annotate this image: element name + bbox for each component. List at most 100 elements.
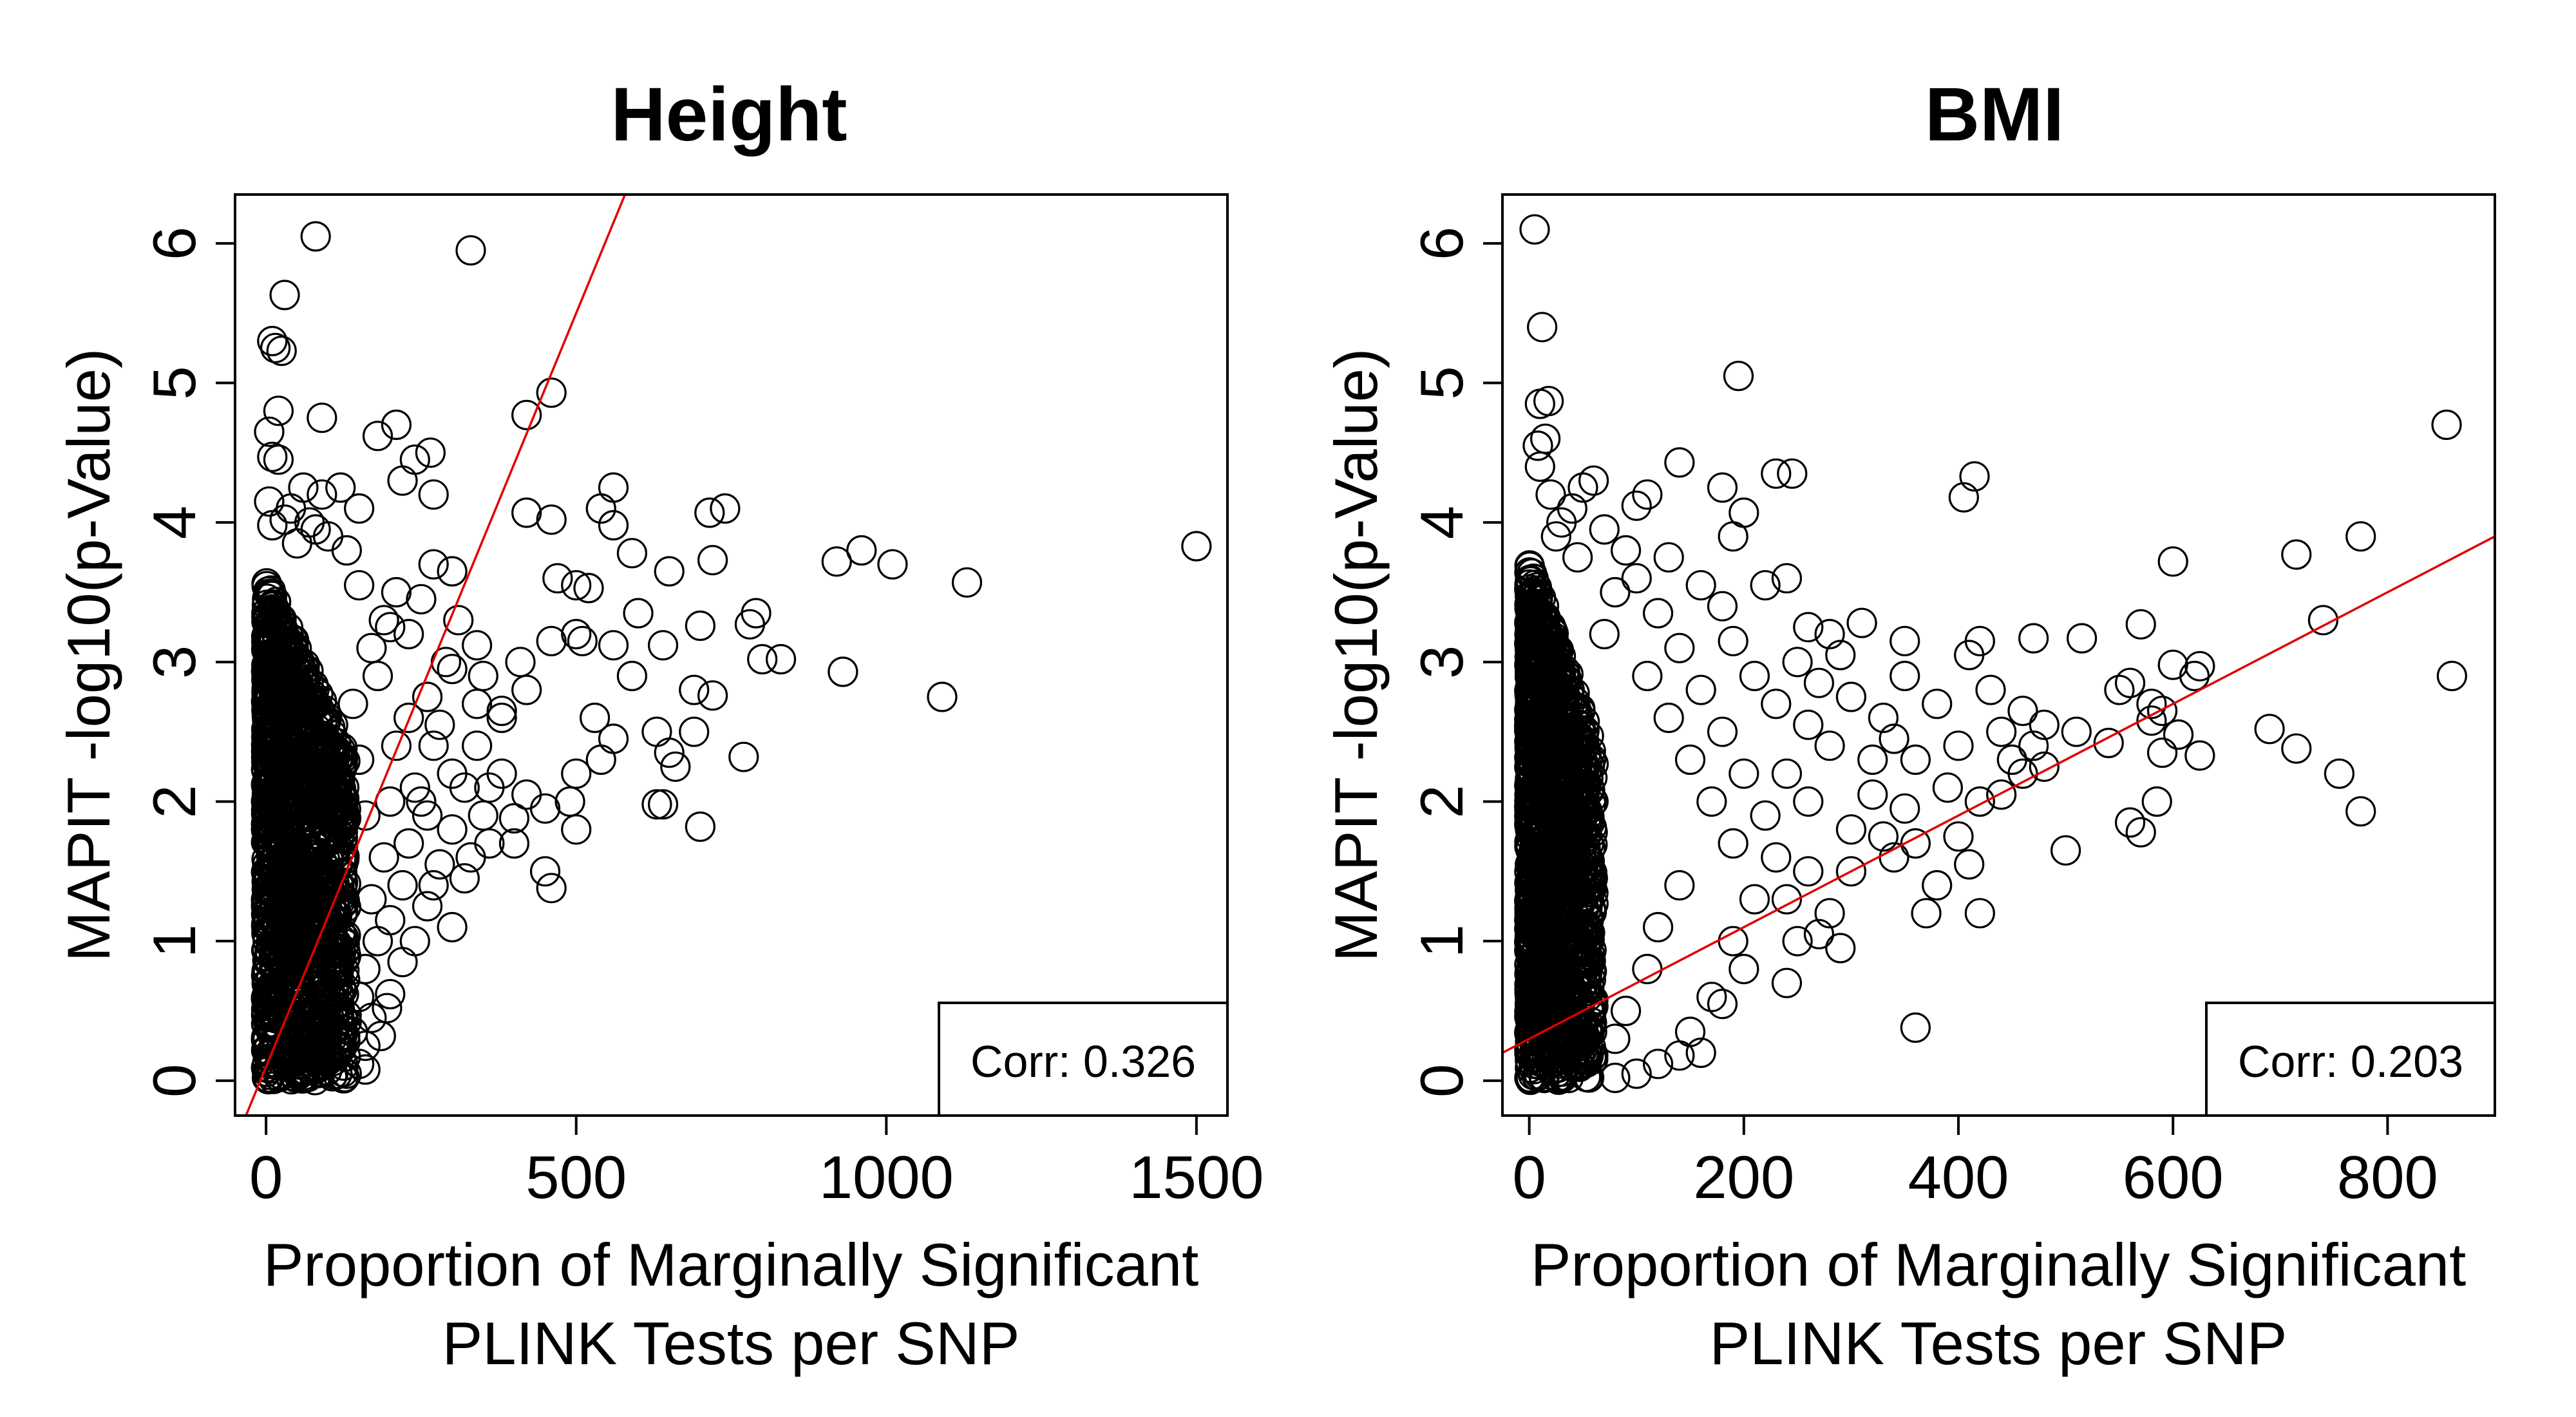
bmi-cluster-point [1557, 791, 1588, 822]
height-cluster-point [314, 759, 345, 790]
height-cluster-point [252, 811, 283, 842]
bmi-data-point [1642, 598, 1674, 629]
bmi-cluster-point [1574, 971, 1605, 1002]
bmi-data-point [1835, 681, 1867, 712]
bmi-data-point [1567, 472, 1598, 503]
height-data-point [307, 403, 337, 433]
height-data-point [616, 660, 648, 692]
height-data-point [697, 545, 728, 576]
height-data-point [679, 716, 710, 747]
height-y-label: MAPIT -log10(p-Value) [55, 348, 122, 962]
height-data-point [418, 870, 449, 901]
height-data-point [418, 730, 449, 761]
height-cluster-point [280, 795, 311, 826]
height-data-point [585, 493, 616, 524]
bmi-data-point [1835, 856, 1867, 887]
bmi-data-point [1707, 591, 1738, 622]
height-cluster-point [328, 1057, 359, 1088]
height-data-point [877, 549, 908, 580]
bmi-data-point [1900, 828, 1931, 859]
height-cluster-point [276, 833, 307, 864]
bmi-data-point [1803, 918, 1835, 949]
height-data-point [412, 800, 443, 831]
bmi-data-point [2050, 835, 2081, 866]
height-data-point [561, 814, 592, 845]
bmi-data-point [1889, 625, 1920, 656]
bmi-cluster-point [1554, 674, 1585, 705]
height-cluster-point [252, 820, 283, 851]
height-cluster-point [307, 831, 337, 862]
bmi-data-point [1674, 1016, 1706, 1047]
height-cluster-point [257, 741, 288, 772]
bmi-data-point [2254, 714, 2285, 745]
bmi-data-point [2104, 674, 2135, 705]
height-cluster-point [252, 685, 283, 716]
height-cluster-point [293, 666, 324, 697]
height-data-point [393, 618, 424, 650]
height-data-point [362, 660, 393, 692]
height-data-point [381, 576, 412, 608]
height-data-point [337, 689, 368, 719]
bmi-cluster-point [1577, 1007, 1607, 1038]
bmi-cluster-point [1532, 924, 1563, 955]
height-data-point [443, 605, 474, 636]
height-cluster-point [265, 865, 296, 896]
height-cluster-point [251, 735, 282, 766]
bmi-data-point [1857, 779, 1888, 810]
bmi-x-tick-label: 800 [2337, 1143, 2438, 1211]
height-data-point [393, 828, 424, 859]
bmi-data-point [2114, 667, 2146, 698]
bmi-data-point [2136, 689, 2167, 719]
height-data-point [437, 654, 468, 685]
height-data-point [266, 336, 297, 366]
bmi-data-point [1911, 898, 1942, 929]
height-data-point [344, 982, 375, 1013]
bmi-corr-label: Corr: 0.203 [2238, 1036, 2463, 1087]
height-data-point [468, 660, 498, 692]
bmi-data-point [1664, 632, 1695, 663]
height-data-point [344, 570, 375, 601]
bmi-y-tick-label: 4 [1408, 506, 1475, 539]
height-data-point [418, 479, 449, 510]
bmi-data-point [1642, 1049, 1674, 1079]
bmi-cluster-point [1557, 807, 1587, 838]
bmi-data-point [1519, 214, 1550, 245]
height-data-point [647, 789, 679, 820]
bmi-data-point [1728, 953, 1759, 985]
bmi-data-point [1814, 730, 1845, 761]
height-data-point [846, 535, 877, 566]
height-data-point [474, 772, 505, 803]
bmi-data-point [2061, 716, 2092, 747]
bmi-cluster-point [1516, 955, 1547, 985]
height-points [251, 221, 1212, 1096]
bmi-data-point [2345, 796, 2376, 827]
bmi-data-point [1578, 465, 1609, 496]
height-data-point [580, 702, 611, 734]
bmi-cluster-point [1526, 762, 1557, 793]
height-x-label-line1: Proportion of Marginally Significant [263, 1231, 1199, 1298]
height-cluster-point [251, 694, 282, 726]
height-data-point [412, 891, 443, 922]
bmi-data-point [1610, 995, 1642, 1027]
bmi-y-axis: 0 1 2 3 4 5 6 [1408, 227, 1502, 1098]
height-data-point [598, 509, 629, 541]
height-data-point [269, 280, 300, 310]
height-data-point [350, 1054, 381, 1085]
height-data-point [685, 610, 715, 642]
height-data-point [498, 828, 530, 859]
bmi-data-point [1739, 660, 1770, 692]
height-data-point [412, 681, 443, 712]
height-cluster-point [314, 870, 345, 900]
bmi-data-point [1948, 482, 1979, 513]
bmi-data-point [1954, 849, 1985, 880]
height-cluster-point [267, 705, 298, 736]
bmi-data-point [1522, 430, 1553, 461]
bmi-y-label: MAPIT -log10(p-Value) [1322, 348, 1390, 962]
height-data-point [307, 479, 337, 510]
height-data-point [474, 828, 505, 859]
height-data-point [654, 556, 685, 587]
height-data-point [505, 647, 536, 678]
bmi-data-point [1803, 667, 1835, 698]
height-data-point [697, 680, 728, 711]
bmi-data-point [1632, 660, 1663, 692]
